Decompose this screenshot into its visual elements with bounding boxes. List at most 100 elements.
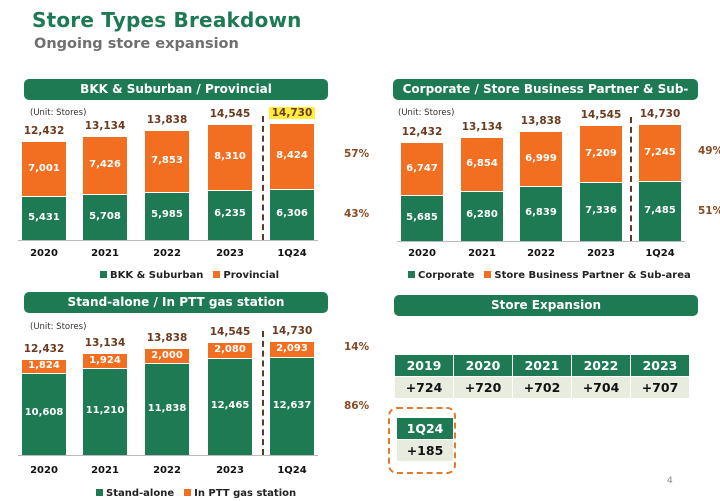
total-label: 14,730	[269, 107, 315, 119]
total-label: 13,838	[520, 115, 562, 128]
bar-segment-in-ptt-gas-station	[22, 359, 66, 373]
x-axis-line	[397, 241, 685, 242]
chart-legend: Corporate Store Business Partner & Sub-ar…	[408, 270, 701, 281]
chart-header: Corporate / Store Business Partner & Sub…	[393, 79, 698, 117]
segment-value-label: 1,824	[28, 359, 60, 371]
x-tick-label: 2023	[216, 248, 244, 259]
period-divider	[262, 116, 264, 240]
legend-label: Corporate	[418, 270, 475, 281]
x-tick-label: 2021	[91, 248, 119, 259]
segment-value-label: 5,985	[151, 209, 183, 221]
total-label: 12,432	[401, 126, 443, 139]
total-label: 12,432	[23, 125, 65, 138]
bar-segment-store-business-partner-sub-area	[401, 143, 443, 196]
segment-value-label: 11,838	[147, 402, 187, 414]
x-tick-label: 2023	[587, 248, 615, 259]
legend-swatch	[96, 489, 103, 496]
x-tick-label: 1Q24	[277, 465, 307, 476]
share-label: 51%	[698, 204, 720, 217]
x-tick-label: 2021	[91, 465, 119, 476]
chart-header: Stand-alone / In PTT gas station	[24, 292, 328, 313]
segment-value-label: 7,485	[644, 204, 676, 216]
x-tick-label: 2020	[30, 248, 58, 259]
bar-segment-bkk-suburban	[83, 195, 127, 240]
share-label: 49%	[698, 144, 720, 157]
bar-segment-corporate	[401, 196, 443, 241]
legend-label: Store Business Partner & Sub-area	[494, 270, 691, 281]
x-axis-line	[18, 240, 318, 241]
bar-segment-provincial	[208, 125, 252, 190]
bar-segment-stand-alone	[270, 358, 314, 455]
x-tick-label: 2023	[216, 465, 244, 476]
segment-value-label: 6,747	[406, 162, 438, 174]
x-tick-label: 2021	[468, 248, 496, 259]
chart-header: BKK & Suburban / Provincial	[24, 79, 328, 100]
total-label: 14,545	[580, 109, 622, 122]
segment-value-label: 1,924	[89, 354, 121, 366]
bar-segment-corporate	[520, 187, 562, 241]
total-label: 13,838	[146, 331, 188, 344]
bar-segment-corporate	[580, 183, 622, 241]
bar-segment-in-ptt-gas-station	[270, 342, 314, 358]
period-divider	[262, 331, 264, 455]
x-tick-label: 2020	[408, 248, 436, 259]
table-row: +724 +720 +702 +704 +707	[395, 377, 689, 398]
unit-label: (Unit: Stores)	[30, 322, 87, 332]
segment-value-label: 6,999	[525, 152, 557, 164]
segment-value-label: 7,336	[585, 205, 617, 217]
latest-quarter-highlight-box	[388, 407, 456, 474]
segment-value-label: 2,080	[214, 344, 246, 356]
store-expansion-header: Store Expansion	[394, 295, 698, 316]
segment-value-label: 10,608	[24, 407, 64, 419]
year-cell: 2021	[513, 355, 571, 376]
bar-segment-provincial	[83, 136, 127, 195]
x-tick-label: 2020	[30, 465, 58, 476]
segment-value-label: 7,001	[28, 162, 60, 174]
bar-segment-stand-alone	[83, 369, 127, 455]
value-cell: +707	[631, 377, 689, 398]
legend-label: Stand-alone	[106, 488, 175, 499]
segment-value-label: 6,280	[466, 209, 498, 221]
bar-segment-corporate	[461, 191, 503, 241]
bar-segment-corporate	[639, 182, 681, 241]
segment-value-label: 2,000	[151, 349, 183, 361]
chart-legend: Stand-alone In PTT gas station	[96, 488, 306, 499]
x-tick-label: 1Q24	[645, 248, 675, 259]
year-cell: 2019	[395, 355, 453, 376]
table-header-row: 2019 2020 2021 2022 2023	[395, 355, 689, 376]
value-cell: +702	[513, 377, 571, 398]
total-label: 13,134	[84, 337, 126, 350]
bar-segment-store-business-partner-sub-area	[520, 132, 562, 187]
latest-quarter-label: 1Q24	[397, 418, 453, 439]
value-cell: +720	[454, 377, 512, 398]
latest-quarter-value: +185	[397, 440, 453, 461]
segment-value-label: 6,235	[214, 208, 246, 220]
segment-value-label: 11,210	[85, 405, 125, 416]
share-label: 43%	[344, 208, 370, 221]
bar-segment-in-ptt-gas-station	[83, 354, 127, 368]
segment-value-label: 8,310	[214, 151, 246, 163]
store-expansion-table: 2019 2020 2021 2022 2023 +724 +720 +702 …	[394, 354, 690, 399]
segment-value-label: 2,093	[276, 343, 308, 355]
year-cell: 2023	[631, 355, 689, 376]
bar-segment-store-business-partner-sub-area	[580, 126, 622, 183]
total-label: 14,545	[209, 326, 251, 339]
segment-value-label: 5,431	[28, 211, 60, 223]
share-label: 57%	[344, 148, 370, 161]
year-cell: 2022	[572, 355, 630, 376]
bar-segment-store-business-partner-sub-area	[461, 137, 503, 191]
total-label: 13,134	[461, 120, 503, 133]
value-cell: +724	[395, 377, 453, 398]
total-label: 12,432	[23, 342, 65, 355]
share-label: 14%	[344, 341, 370, 354]
segment-value-label: 12,465	[210, 400, 250, 412]
segment-value-label: 7,853	[151, 154, 183, 166]
page-title: Store Types Breakdown	[32, 8, 302, 32]
bar-segment-bkk-suburban	[208, 190, 252, 240]
total-label: 13,134	[84, 119, 126, 132]
segment-value-label: 5,685	[406, 211, 438, 223]
legend-swatch	[213, 271, 221, 278]
segment-value-label: 8,424	[276, 150, 308, 162]
legend-swatch	[408, 271, 415, 278]
